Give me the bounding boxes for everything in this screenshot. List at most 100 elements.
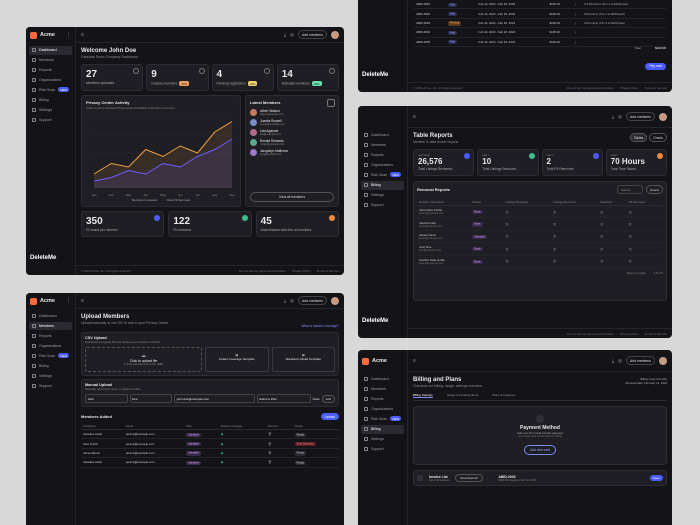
download-icon[interactable]: ⤓ xyxy=(572,0,583,10)
avatar[interactable] xyxy=(659,112,667,121)
chart-icon[interactable]: ▥ xyxy=(626,255,663,268)
tab-usage[interactable]: Usage & Pending Items xyxy=(446,393,479,397)
footer-link[interactable]: Do not sell my personal information xyxy=(566,85,614,90)
chart-icon[interactable]: ▥ xyxy=(626,230,663,244)
chart-icon[interactable]: ▥ xyxy=(503,205,552,219)
export-button[interactable]: Export xyxy=(646,185,663,194)
latest-member-item[interactable]: Juanita Russell juanita@example.com xyxy=(250,119,334,127)
footer-link[interactable]: Terms of Service xyxy=(644,85,667,90)
menu-icon[interactable]: ≡ xyxy=(413,113,416,120)
sidebar-item-risk-scan[interactable]: Risk Scan NEW xyxy=(361,414,404,424)
add-members-button[interactable]: Add members xyxy=(297,296,327,305)
avatar[interactable] xyxy=(659,356,667,365)
sidebar-item-settings[interactable]: Settings xyxy=(361,191,404,200)
column-header[interactable]: Listings Reviewed xyxy=(503,198,552,206)
sidebar-item-reports[interactable]: Reports xyxy=(361,395,404,404)
column-header[interactable]: Searches xyxy=(598,198,627,206)
sidebar-item-organizations[interactable]: Organizations xyxy=(29,75,72,84)
sidebar-item-members[interactable]: Members xyxy=(29,56,72,65)
sidebar-item-members[interactable]: Members xyxy=(361,385,404,394)
latest-member-item[interactable]: Ronald Richards ronald@example.com xyxy=(250,139,334,147)
chart-icon[interactable]: ▥ xyxy=(598,242,627,256)
trash-icon[interactable]: 🗑 xyxy=(265,438,293,449)
open-invoice-button[interactable]: Open xyxy=(649,475,663,481)
sidebar-item-members[interactable]: Members xyxy=(29,321,72,331)
download-icon[interactable]: ⤓ xyxy=(283,32,286,37)
view-all-members-button[interactable]: View all members xyxy=(250,192,334,203)
footer-link[interactable]: Privacy Policy xyxy=(291,268,311,273)
avatar[interactable] xyxy=(331,30,339,39)
last-name-field[interactable]: Doe xyxy=(129,394,173,403)
sidebar-item-dashboard[interactable]: Dashboard xyxy=(361,375,404,384)
menu-icon[interactable]: ≡ xyxy=(413,357,416,364)
check-circle-icon[interactable]: ◉ xyxy=(218,448,266,459)
pay-now-button[interactable]: Pay now xyxy=(645,62,666,70)
download-all-button[interactable]: Download all xyxy=(455,474,483,482)
tab-tables[interactable]: Tables xyxy=(629,133,648,142)
sidebar-item-support[interactable]: Support xyxy=(29,381,72,390)
footer-link[interactable]: Privacy Policy xyxy=(619,85,639,90)
sidebar-item-support[interactable]: Support xyxy=(361,200,404,209)
sidebar-item-dashboard[interactable]: Dashboard xyxy=(29,312,72,321)
trash-icon[interactable]: 🗑 xyxy=(265,457,293,468)
table-row[interactable]: Jessi Giles Profile jessi.d@example.com B… xyxy=(417,205,663,219)
chart-icon[interactable]: ▥ xyxy=(626,242,663,256)
menu-icon[interactable]: ≡ xyxy=(81,297,84,304)
check-circle-icon[interactable]: ◉ xyxy=(218,438,266,449)
download-icon[interactable]: ⤓ xyxy=(611,114,614,119)
tab-billing-settings[interactable]: Billing Settings xyxy=(413,393,433,398)
sidebar-item-dashboard[interactable]: Dashboard xyxy=(29,46,72,55)
chart-icon[interactable]: ▥ xyxy=(626,205,663,219)
chart-icon[interactable]: ▥ xyxy=(598,217,627,231)
app-logo[interactable]: Acme ⋮ xyxy=(26,27,75,43)
instant-coverage-template[interactable]: ▤ Instant Coverage Template xyxy=(205,347,269,372)
email-field[interactable]: john.doe@example.com xyxy=(174,394,255,403)
chart-icon[interactable]: ▥ xyxy=(551,217,599,231)
footer-link[interactable]: Terms of Service xyxy=(316,268,339,273)
check-circle-icon[interactable]: ◉ xyxy=(218,429,266,440)
globe-icon[interactable]: ◎ xyxy=(617,357,622,363)
sidebar-item-settings[interactable]: Settings xyxy=(29,372,72,381)
add-card-button[interactable]: Add new card xyxy=(523,445,557,455)
download-icon[interactable]: ⤓ xyxy=(572,18,583,29)
chart-icon[interactable]: ▥ xyxy=(503,217,552,231)
globe-icon[interactable]: ◎ xyxy=(289,31,294,37)
sidebar-item-organizations[interactable]: Organizations xyxy=(361,404,404,413)
sidebar-item-reports[interactable]: Reports xyxy=(29,66,72,75)
add-members-button[interactable]: Add members xyxy=(297,30,327,39)
chart-icon[interactable]: ▥ xyxy=(598,255,627,268)
globe-icon[interactable]: ◎ xyxy=(617,113,622,119)
sidebar-item-reports[interactable]: Reports xyxy=(361,151,404,160)
chart-icon[interactable]: ▥ xyxy=(503,230,552,244)
column-header[interactable]: Plan(s) xyxy=(470,198,504,206)
table-row[interactable]: Jonh Doe john@example.com Basic ▥ ▥ ▥ ▥ xyxy=(417,242,663,256)
sidebar-item-organizations[interactable]: Organizations xyxy=(29,341,72,350)
sidebar-item-reports[interactable]: Reports xyxy=(29,332,72,341)
download-icon[interactable]: ⤓ xyxy=(611,358,614,363)
sidebar-item-support[interactable]: Support xyxy=(361,444,404,453)
file-dropzone[interactable]: ☁ Click to upload file or drag and drop … xyxy=(85,347,202,372)
check-circle-icon[interactable]: ◉ xyxy=(218,457,266,468)
footer-link[interactable]: Do not sell my personal information xyxy=(238,268,286,273)
footer-link[interactable]: Privacy Policy xyxy=(619,331,639,336)
trash-icon[interactable]: 🗑 xyxy=(265,429,293,440)
download-icon[interactable]: ⤓ xyxy=(572,37,583,47)
chart-icon[interactable]: ▥ xyxy=(503,242,552,256)
chart-icon[interactable]: ▥ xyxy=(503,255,552,268)
latest-member-item[interactable]: Lisa Agarwal lisa@example.com xyxy=(250,129,334,137)
footer-link[interactable]: Terms of Service xyxy=(644,331,667,336)
sidebar-item-settings[interactable]: Settings xyxy=(29,106,72,115)
download-icon[interactable]: ⤓ xyxy=(572,8,583,19)
chart-icon[interactable]: ▥ xyxy=(551,255,599,268)
search-input[interactable]: Search xyxy=(616,185,644,194)
add-user-icon[interactable] xyxy=(327,99,335,108)
column-header[interactable]: PII Removed xyxy=(626,198,663,206)
trash-icon[interactable]: 🗑 xyxy=(265,448,293,459)
sidebar-item-risk-scan[interactable]: Risk Scan NEW xyxy=(361,170,404,180)
sidebar-item-risk-scan[interactable]: Risk Scan NEW xyxy=(29,85,72,95)
table-row[interactable]: James Glenn james@example.com Standard ▥ ▥… xyxy=(417,230,663,244)
sidebar-item-billing[interactable]: Billing xyxy=(29,96,72,105)
add-button[interactable]: Add xyxy=(321,394,336,403)
menu-icon[interactable]: ≡ xyxy=(81,31,84,38)
tab-plans[interactable]: Plans & Features xyxy=(492,393,516,397)
